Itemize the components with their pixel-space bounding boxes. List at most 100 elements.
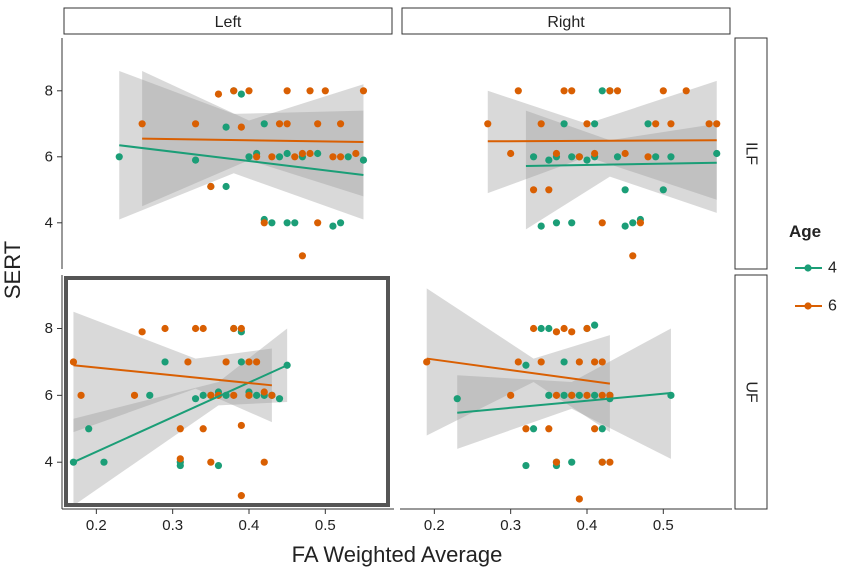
data-point-age-6: [514, 87, 522, 95]
data-point-age-4: [613, 153, 622, 161]
data-point-age-6: [260, 219, 268, 227]
legend-point-age-6: [804, 302, 812, 310]
data-point-age-6: [176, 425, 184, 433]
data-point-age-4: [291, 219, 299, 227]
data-point-age-6: [613, 87, 622, 95]
data-point-age-4: [591, 321, 599, 329]
data-point-age-6: [705, 120, 713, 128]
data-point-age-6: [245, 391, 253, 399]
data-point-age-6: [606, 458, 614, 466]
data-point-age-4: [713, 149, 721, 158]
data-point-age-4: [591, 120, 599, 128]
x-axis-title: FA Weighted Average: [292, 542, 503, 567]
confidence-band-age-6: [73, 311, 272, 433]
row-strip-label-uf: UF: [743, 381, 760, 403]
data-point-age-6: [207, 182, 215, 191]
fit-line-age-6: [142, 137, 364, 143]
data-point-age-6: [352, 149, 360, 158]
data-point-age-6: [260, 458, 268, 466]
data-point-age-4: [545, 324, 553, 333]
data-point-age-4: [275, 153, 284, 161]
data-point-age-6: [253, 358, 261, 366]
data-point-age-4: [621, 222, 629, 230]
data-point-age-6: [176, 455, 184, 463]
data-point-age-6: [230, 324, 238, 333]
data-point-age-6: [537, 120, 545, 128]
fit-line-age-6: [487, 139, 717, 143]
data-point-age-6: [283, 87, 291, 95]
data-point-age-6: [552, 328, 561, 336]
data-point-age-6: [507, 149, 515, 158]
data-point-age-4: [537, 222, 545, 230]
data-point-age-6: [306, 149, 314, 158]
data-point-age-4: [176, 461, 184, 470]
legend-label-age-6: 6: [828, 298, 837, 315]
data-point-age-4: [629, 219, 637, 227]
data-point-age-4: [146, 391, 154, 399]
data-point-age-4: [568, 153, 576, 161]
data-point-age-6: [529, 324, 538, 333]
data-point-age-6: [329, 153, 337, 161]
data-point-age-6: [237, 421, 245, 430]
data-point-age-6: [283, 120, 291, 128]
data-point-age-4: [583, 156, 591, 164]
column-strip-right: [401, 7, 731, 35]
data-point-age-4: [85, 425, 93, 433]
data-point-age-6: [268, 153, 276, 161]
panel-uf-left: 4 6 8 0.2 0.3 0.4 0.5: [45, 275, 394, 534]
data-point-age-4: [621, 186, 629, 194]
data-point-age-6: [230, 87, 238, 95]
data-point-age-4: [591, 391, 599, 399]
data-point-age-6: [245, 87, 253, 95]
data-point-age-6: [652, 120, 660, 128]
data-point-age-6: [713, 120, 721, 128]
data-point-age-6: [583, 120, 591, 128]
data-point-age-6: [598, 219, 606, 227]
data-point-age-6: [138, 120, 146, 128]
confidence-band-age-4: [73, 328, 288, 506]
y-tick-label: 6: [45, 387, 53, 404]
data-point-age-4: [545, 391, 553, 399]
data-point-age-4: [260, 120, 268, 128]
row-strip-uf: [734, 274, 768, 510]
data-point-age-4: [545, 156, 553, 164]
x-tick-label: 0.5: [653, 517, 674, 534]
data-point-age-6: [484, 120, 492, 128]
column-strip-label-right: Right: [547, 14, 585, 31]
fit-line-age-6: [426, 357, 611, 385]
data-point-age-6: [644, 153, 652, 161]
column-strip-left: [63, 7, 393, 35]
data-point-age-4: [667, 153, 675, 161]
data-point-age-4: [314, 149, 322, 158]
data-point-age-6: [237, 492, 245, 500]
data-point-age-6: [568, 87, 576, 95]
fit-line-age-6: [73, 364, 272, 387]
data-point-age-6: [321, 87, 329, 95]
data-point-age-6: [184, 358, 192, 366]
data-point-age-4: [529, 153, 538, 161]
data-point-age-6: [598, 358, 606, 366]
data-point-age-6: [222, 358, 230, 366]
x-tick-label: 0.3: [500, 517, 521, 534]
data-point-age-6: [537, 358, 545, 366]
data-point-age-4: [560, 391, 568, 399]
data-point-age-4: [268, 219, 276, 227]
data-point-age-6: [629, 252, 637, 260]
data-point-age-6: [667, 120, 675, 128]
data-point-age-4: [537, 324, 545, 333]
data-point-age-4: [191, 156, 200, 164]
data-point-age-4: [560, 358, 568, 366]
data-point-age-6: [161, 324, 169, 333]
data-point-age-6: [191, 120, 200, 128]
data-point-age-6: [77, 391, 85, 399]
data-point-age-6: [606, 391, 614, 399]
data-point-age-6: [207, 391, 215, 399]
data-point-age-6: [591, 358, 599, 366]
data-point-age-4: [568, 458, 576, 466]
data-point-age-4: [652, 153, 660, 161]
data-point-age-6: [298, 149, 307, 158]
data-point-age-6: [529, 186, 538, 194]
data-point-age-6: [507, 391, 515, 399]
data-point-age-6: [214, 90, 223, 98]
data-point-age-4: [560, 120, 568, 128]
